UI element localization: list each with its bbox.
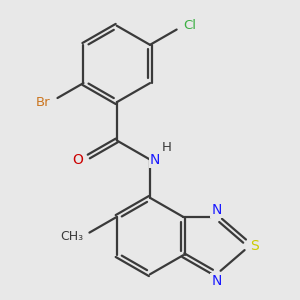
- Text: Cl: Cl: [183, 19, 196, 32]
- Text: S: S: [250, 238, 259, 253]
- Text: CH₃: CH₃: [60, 230, 83, 242]
- Text: N: N: [211, 274, 222, 288]
- Text: H: H: [161, 141, 171, 154]
- Text: N: N: [211, 203, 222, 217]
- Text: O: O: [73, 153, 83, 166]
- Text: N: N: [150, 153, 160, 166]
- Text: Br: Br: [36, 96, 50, 109]
